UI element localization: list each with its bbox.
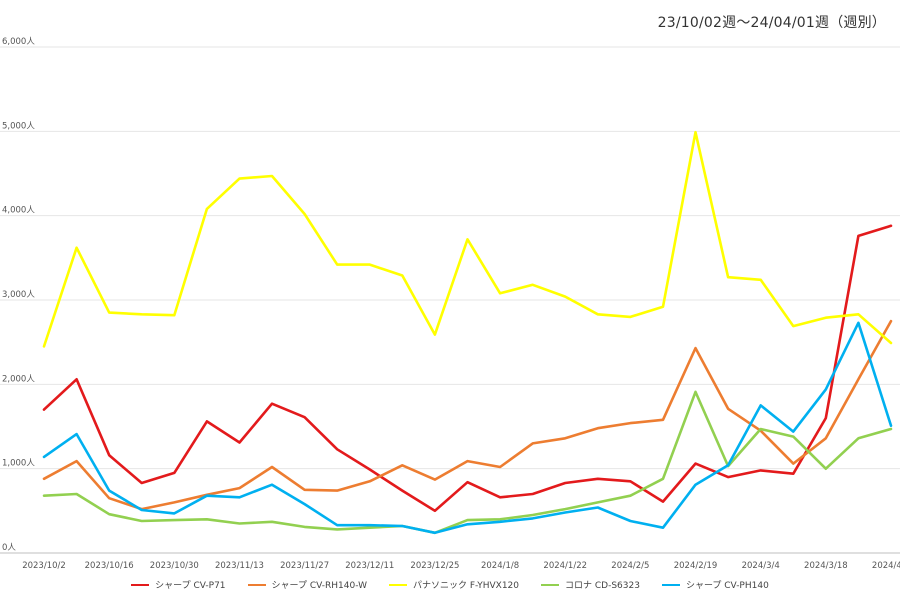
chart-title: 23/10/02週〜24/04/01週（週別） [657, 15, 886, 31]
legend-item[interactable]: シャープ CV-RH140-W [247, 578, 368, 591]
x-tick-label: 2023/12/11 [345, 561, 394, 571]
legend-item[interactable]: シャープ CV-P71 [131, 578, 226, 591]
legend-label: シャープ CV-PH140 [685, 581, 769, 591]
y-tick-label: 1,000人 [2, 459, 35, 469]
x-tick-label: 2023/10/2 [22, 561, 66, 571]
legend: シャープ CV-P71 シャープ CV-RH140-W パナソニック F-YHVX1… [0, 578, 900, 591]
legend-item[interactable]: パナソニック F-YHVX120 [389, 578, 519, 591]
y-tick-label: 6,000人 [2, 37, 35, 47]
x-tick-label: 2024/3/18 [804, 561, 848, 571]
series-lines [42, 130, 893, 535]
x-tick-label: 2024/4/1 [872, 561, 900, 571]
legend-swatch [131, 583, 150, 586]
x-tick-label: 2024/1/22 [543, 561, 587, 571]
legend-swatch [389, 583, 408, 586]
legend-item[interactable]: コロナ CD-S6323 [541, 578, 640, 591]
legend-label: コロナ CD-S6323 [565, 581, 640, 591]
x-tick-label: 2024/3/4 [742, 561, 780, 571]
x-tick-label: 2023/10/30 [150, 561, 199, 571]
series-line-3 [42, 130, 893, 348]
x-tick-label: 2023/12/25 [410, 561, 459, 571]
series-line-5 [42, 321, 893, 535]
legend-swatch [247, 583, 266, 586]
legend-label: パナソニック F-YHVX120 [413, 581, 519, 591]
x-tick-label: 2023/11/27 [280, 561, 329, 571]
y-tick-label: 2,000人 [2, 374, 35, 384]
series-line-4 [42, 390, 893, 535]
gridlines [0, 46, 900, 554]
y-tick-label: 3,000人 [2, 290, 35, 300]
x-tick-label: 2024/1/8 [481, 561, 519, 571]
x-tick-label: 2024/2/5 [611, 561, 649, 571]
series-line-1 [42, 224, 893, 513]
y-tick-label: 4,000人 [2, 206, 35, 216]
x-tick-label: 2024/2/19 [674, 561, 718, 571]
legend-swatch [541, 583, 559, 586]
legend-label: シャープ CV-RH140-W [271, 581, 368, 591]
legend-item[interactable]: シャープ CV-PH140 [661, 578, 769, 591]
legend-swatch [661, 583, 680, 586]
y-axis-tick-labels: 0人 1,000人 2,000人 3,000人 4,000人 5,000人 6,000人 [2, 37, 35, 553]
y-tick-label: 0人 [2, 543, 16, 553]
x-axis-tick-labels: 2023/10/2 2023/10/16 2023/10/30 2023/11/13 2… [22, 561, 900, 571]
y-tick-label: 5,000人 [2, 121, 35, 131]
x-tick-label: 2023/11/13 [215, 561, 264, 571]
x-tick-label: 2023/10/16 [85, 561, 134, 571]
legend-label: シャープ CV-P71 [155, 581, 226, 591]
